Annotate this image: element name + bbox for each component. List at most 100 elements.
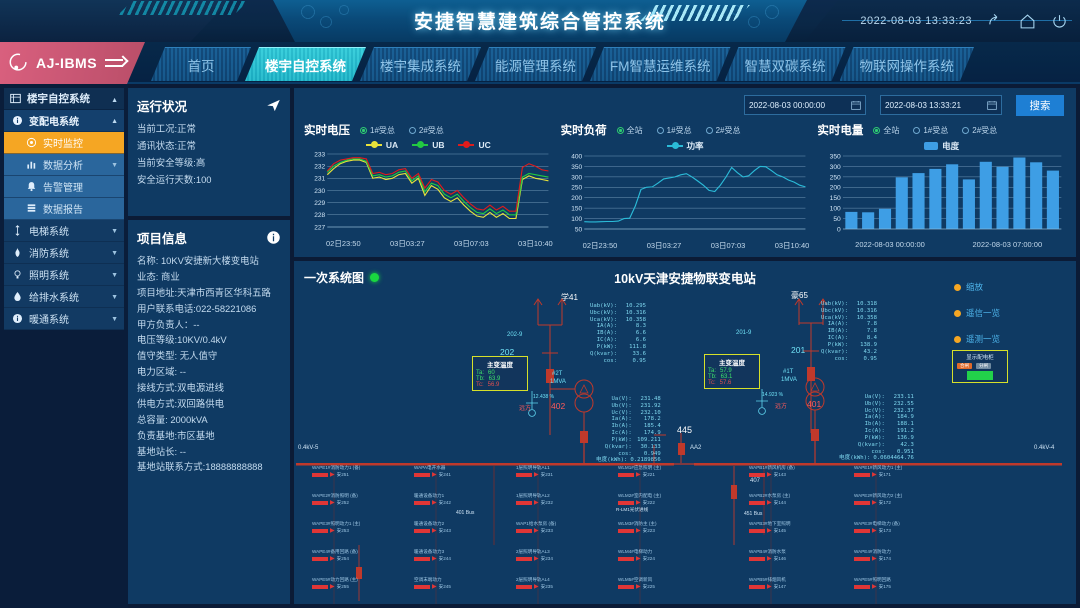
- tie-breaker-445[interactable]: 445: [677, 425, 693, 435]
- chevron-down-icon[interactable]: [111, 248, 118, 257]
- breaker-bar-icon[interactable]: [618, 557, 634, 561]
- breaker-401[interactable]: 401: [807, 399, 822, 409]
- breaker-402[interactable]: 402: [551, 401, 566, 411]
- nav-tab-0[interactable]: 首页: [151, 47, 251, 81]
- breaker-bar-icon[interactable]: [854, 473, 870, 477]
- feeder-device-3[interactable]: WAPE4#备用回路 (备) ▶ 安254: [312, 549, 358, 562]
- diagram-side-button-2[interactable]: 遥测一览: [954, 333, 1000, 345]
- breaker-bar-icon[interactable]: [749, 557, 765, 561]
- breaker-bar-icon[interactable]: [312, 585, 328, 589]
- chevron-down-icon[interactable]: [111, 226, 118, 235]
- chart-radio-0[interactable]: 全站: [616, 125, 643, 136]
- feeder-device-25[interactable]: WAPB2#水泵房 (主) ▶ 安144: [749, 493, 790, 506]
- sidebar-item-4[interactable]: 数据报告: [4, 198, 124, 220]
- chevron-up-icon[interactable]: [111, 93, 118, 105]
- back-icon[interactable]: [986, 12, 1004, 30]
- sidebar-item-8[interactable]: 给排水系统: [4, 286, 124, 308]
- sidebar-item-1[interactable]: 实时监控: [4, 132, 124, 154]
- feeder-device-12[interactable]: 1层照明导轨AL1 ▶ 安231: [516, 465, 553, 478]
- breaker-bar-icon[interactable]: [516, 557, 532, 561]
- breaker-bar-icon[interactable]: [749, 501, 765, 505]
- legend-entry-2[interactable]: UC: [458, 140, 491, 150]
- diagram-side-button-0[interactable]: 缩放: [954, 281, 983, 293]
- chevron-down-icon[interactable]: [111, 270, 118, 279]
- sidebar-item-3[interactable]: 告警管理: [4, 176, 124, 198]
- feeder-device-21[interactable]: WLM4#电梯动力 ▶ 安224: [618, 549, 655, 562]
- breaker-bar-icon[interactable]: [749, 529, 765, 533]
- feeder-device-2[interactable]: WAPE3#照明动力1 (主) ▶ 安253: [312, 521, 360, 534]
- breaker-bar-icon[interactable]: [312, 473, 328, 477]
- breaker-201[interactable]: 201: [791, 345, 806, 355]
- breaker-bar-icon[interactable]: [516, 585, 532, 589]
- disconnector-201-9[interactable]: 201-9: [736, 330, 752, 336]
- feeder-device-27[interactable]: WAPB4#消防水泵 ▶ 安146: [749, 549, 786, 562]
- feeder-device-34[interactable]: WAPE5#照明回路 ▶ 安175: [854, 577, 891, 590]
- breaker-bar-icon[interactable]: [618, 529, 634, 533]
- nav-tab-2[interactable]: 楼宇集成系统: [360, 47, 481, 81]
- feeder-device-8[interactable]: 暖通设备动力2 ▶ 安243: [414, 521, 451, 534]
- feeder-device-19[interactable]: WLM2#室内配电 (主) ▶ 安222: [618, 493, 661, 506]
- breaker-bar-icon[interactable]: [854, 557, 870, 561]
- nav-tab-5[interactable]: 智慧双碳系统: [725, 47, 846, 81]
- breaker-bar-icon[interactable]: [749, 585, 765, 589]
- search-button[interactable]: 搜索: [1016, 94, 1064, 116]
- chart-radio-1[interactable]: 2#受总: [408, 125, 444, 136]
- legend-entry-0[interactable]: UA: [365, 140, 398, 150]
- breaker-bar-icon[interactable]: [854, 501, 870, 505]
- feeder-device-26[interactable]: WAPB3#地下室照明 ▶ 安145: [749, 521, 790, 534]
- breaker-bar-icon[interactable]: [312, 529, 328, 533]
- brand-logo-block[interactable]: AJ-IBMS: [0, 42, 145, 84]
- breaker-bar-icon[interactable]: [618, 473, 634, 477]
- feeder-device-18[interactable]: WLM1#应急照明 (主) ▶ 安221: [618, 465, 661, 478]
- breaker-bar-icon[interactable]: [414, 473, 430, 477]
- sidebar-item-9[interactable]: 暖通系统: [4, 308, 124, 330]
- start-time-input[interactable]: 2022-08-03 00:00:00: [744, 95, 866, 115]
- breaker-bar-icon[interactable]: [414, 557, 430, 561]
- feeder-device-22[interactable]: WLM5#空调新风 ▶ 安225: [618, 577, 655, 590]
- diagram-side-button-1[interactable]: 遥信一览: [954, 307, 1000, 319]
- sidebar-item-0[interactable]: 变配电系统: [4, 110, 124, 132]
- breaker-bar-icon[interactable]: [414, 585, 430, 589]
- breaker-bar-icon[interactable]: [414, 529, 430, 533]
- feeder-device-15[interactable]: 2层照明导轨AL3 ▶ 安234: [516, 549, 553, 562]
- breaker-bar-icon[interactable]: [312, 557, 328, 561]
- calendar-icon[interactable]: [987, 100, 997, 110]
- breaker-bar-icon[interactable]: [516, 473, 532, 477]
- sidebar-item-7[interactable]: 照明系统: [4, 264, 124, 286]
- legend-entry-0[interactable]: 电度: [924, 140, 959, 152]
- chart-radio-0[interactable]: 全站: [873, 125, 899, 136]
- nav-tab-3[interactable]: 能源管理系统: [475, 47, 596, 81]
- nav-tab-4[interactable]: FM智慧运维系统: [590, 47, 731, 81]
- feeder-device-10[interactable]: 空调末端动力 ▶ 安245: [414, 577, 451, 590]
- home-icon[interactable]: [1018, 12, 1036, 30]
- chevron-down-icon[interactable]: [111, 292, 118, 301]
- sidebar-item-2[interactable]: 数据分析: [4, 154, 124, 176]
- breaker-bar-icon[interactable]: [618, 585, 634, 589]
- feeder-device-33[interactable]: WAPE4#消防动力 ▶ 安174: [854, 549, 891, 562]
- breaker-bar-icon[interactable]: [516, 529, 532, 533]
- feeder-device-4[interactable]: WAPE5#动力回路 (主) ▶ 安255: [312, 577, 358, 590]
- send-icon[interactable]: [266, 98, 281, 113]
- feeder-device-14[interactable]: WAP1给水泵房 (备) ▶ 安233: [516, 521, 556, 534]
- feeder-device-30[interactable]: WAPE1#新风动力1 (主) ▶ 安171: [854, 465, 902, 478]
- chart-radio-0[interactable]: 1#受总: [360, 125, 395, 136]
- power-icon[interactable]: [1050, 12, 1068, 30]
- nav-tab-1[interactable]: 楼宇自控系统: [245, 47, 366, 81]
- nav-tab-6[interactable]: 物联网操作系统: [840, 47, 975, 81]
- chevron-down-icon[interactable]: [111, 314, 118, 323]
- feeder-device-16[interactable]: 2层照明导轨AL4 ▶ 安235: [516, 577, 553, 590]
- breaker-bar-icon[interactable]: [854, 585, 870, 589]
- feeder-device-31[interactable]: WAPE2#新风动力2 (主) ▶ 安172: [854, 493, 902, 506]
- sidebar-item-6[interactable]: 消防系统: [4, 242, 124, 264]
- chart-radio-2[interactable]: 2#受总: [705, 125, 740, 136]
- breaker-bar-icon[interactable]: [312, 501, 328, 505]
- breaker-bar-icon[interactable]: [854, 529, 870, 533]
- chevron-down-icon[interactable]: [111, 160, 118, 169]
- breaker-bar-icon[interactable]: [618, 501, 634, 505]
- chart-radio-1[interactable]: 1#受总: [656, 125, 692, 136]
- feeder-device-6[interactable]: WAPA电开水器 ▶ 安241: [414, 465, 451, 478]
- feeder-device-24[interactable]: WAPB1#新风机房 (备) ▶ 安143: [749, 465, 795, 478]
- legend-entry-1[interactable]: UB: [412, 140, 444, 150]
- breaker-bar-icon[interactable]: [516, 501, 532, 505]
- chart-radio-2[interactable]: 2#受总: [962, 125, 997, 136]
